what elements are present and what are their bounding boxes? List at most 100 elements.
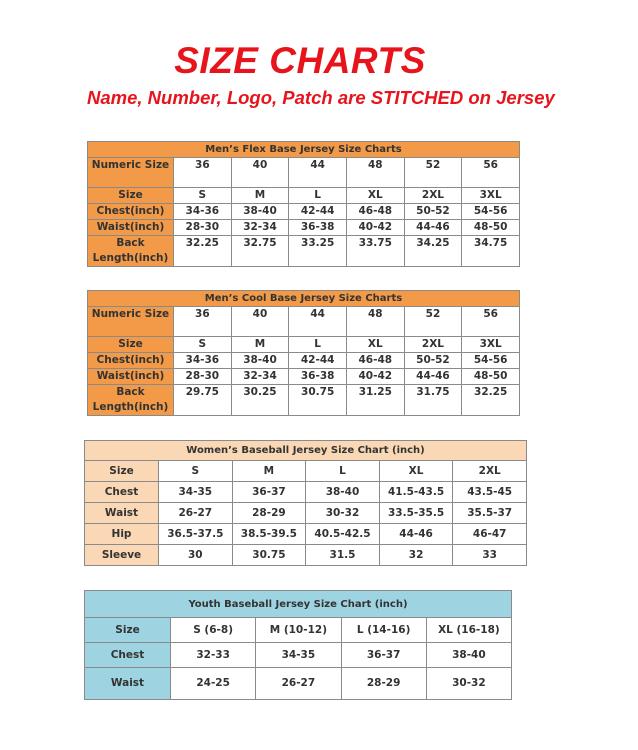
table-cell: 32-34 [230,368,290,385]
table-cell: 48-50 [461,219,520,236]
table-cell: 44 [288,157,347,188]
table-cell: 31.25 [345,384,405,416]
table-cell: 28-29 [231,502,307,524]
table-cell: M [230,336,290,353]
table-cell: 43.5-45 [452,481,527,503]
table-cell: L [288,187,347,204]
table-cell: S (6-8) [169,617,257,643]
table-row: Size S M L XL 2XL [84,460,527,482]
table-cell: 36-37 [340,642,427,668]
row-label: Numeric Size [87,157,174,188]
table-cell: 2XL [403,336,463,353]
youth-baseball-table: Youth Baseball Jersey Size Chart (inch) S… [84,590,513,700]
table-cell: 26-27 [158,502,233,524]
table-cell: 40-42 [345,219,405,236]
subtitle: Name, Number, Logo, Patch are STITCHED o… [87,87,555,108]
table-cell: XL [345,187,405,204]
row-label: Chest(inch) [87,352,174,369]
table-row: Size S M L XL 2XL 3XL [87,336,520,353]
table-row: Back Length(inch) 29.75 30.25 30.75 31.25 31.… [87,384,520,416]
table-row: Chest 32-33 34-35 36-37 38-40 [84,642,513,668]
table-cell: 40 [230,306,290,337]
table-cell: 38-40 [230,352,290,369]
table-cell: 30 [158,544,233,566]
table-row: Chest(inch) 34-36 38-40 42-44 46-48 50-52 54-5… [87,203,520,220]
table-row: Numeric Size 36 40 44 48 52 56 [87,306,520,337]
table-cell: XL [345,336,405,353]
table-cell: M (10-12) [255,617,342,643]
table-cell: M [230,187,290,204]
table-cell: 56 [461,157,520,188]
table-cell: 40.5-42.5 [305,523,380,545]
table-cell: 36-38 [288,219,347,236]
table-cell: 38.5-39.5 [231,523,307,545]
table-cell: S [173,187,232,204]
table-row: Back Length(inch) 32.25 32.75 33.25 33.75 34.… [87,235,520,267]
table-caption: Men’s Flex Base Jersey Size Charts [87,141,520,158]
row-label: Size [87,187,174,204]
table-cell: 32-33 [169,642,257,668]
table-row: Chest(inch) 34-36 38-40 42-44 46-48 50-52 54-5… [87,352,520,369]
table-cell: 30.25 [230,384,290,416]
table-cell: L [305,460,380,482]
table-cell: L (14-16) [340,617,427,643]
table-cell: 31.5 [305,544,380,566]
table-cell: 44-46 [378,523,454,545]
table-cell: S [158,460,233,482]
table-cell: 48 [345,306,405,337]
table-cell: 33.25 [288,235,347,267]
table-cell: 36 [173,306,232,337]
table-cell: 54-56 [461,203,520,220]
table-cell: 33.5-35.5 [378,502,454,524]
table-cell: 44 [288,306,347,337]
table-cell: 24-25 [169,667,257,700]
row-label: Chest [84,481,159,503]
table-cell: 50-52 [403,352,463,369]
table-caption: Youth Baseball Jersey Size Chart (inch) [84,590,512,618]
table-cell: 2XL [403,187,463,204]
table-cell: 33 [452,544,527,566]
table-cell: 32-34 [230,219,290,236]
table-cell: 46-48 [345,203,405,220]
table-cell: 30.75 [288,384,347,416]
table-cell: 35.5-37 [452,502,527,524]
table-cell: XL [378,460,454,482]
table-row: Waist(inch) 28-30 32-34 36-38 40-42 44-46 48-5… [87,219,520,236]
table-cell: 36.5-37.5 [158,523,233,545]
row-label: Waist [84,667,171,700]
table-row: Numeric Size 36 40 44 48 52 56 [87,157,520,188]
table-cell: 30.75 [231,544,307,566]
table-cell: 26-27 [255,667,342,700]
table-cell: 29.75 [173,384,232,416]
table-cell: 2XL [452,460,527,482]
table-cell: 34-35 [158,481,233,503]
table-row: Sleeve 30 30.75 31.5 32 33 [84,544,527,566]
table-cell: 42-44 [288,352,347,369]
row-label: Size [84,460,159,482]
table-cell: 32.25 [173,235,232,267]
row-label: Numeric Size [87,306,174,337]
table-row: Chest 34-35 36-37 38-40 41.5-43.5 43.5-45 [84,481,527,503]
table-cell: S [173,336,232,353]
table-cell: 30-32 [425,667,513,700]
table-cell: 54-56 [461,352,520,369]
table-cell: 34.25 [403,235,463,267]
row-label: Waist(inch) [87,368,174,385]
womens-baseball-table: Women’s Baseball Jersey Size Chart (inch… [84,440,527,566]
table-cell: 28-29 [340,667,427,700]
row-label: Sleeve [84,544,159,566]
table-cell: 52 [403,306,463,337]
row-label: Chest(inch) [87,203,174,220]
table-cell: 40 [230,157,290,188]
table-cell: 30-32 [305,502,380,524]
row-label: Waist(inch) [87,219,174,236]
table-cell: 33.75 [345,235,405,267]
table-cell: 3XL [461,336,520,353]
table-cell: 32 [378,544,454,566]
table-cell: 40-42 [345,368,405,385]
table-cell: 32.25 [461,384,520,416]
table-cell: 50-52 [403,203,463,220]
table-cell: 56 [461,306,520,337]
table-cell: 34-36 [173,203,232,220]
table-cell: 48-50 [461,368,520,385]
